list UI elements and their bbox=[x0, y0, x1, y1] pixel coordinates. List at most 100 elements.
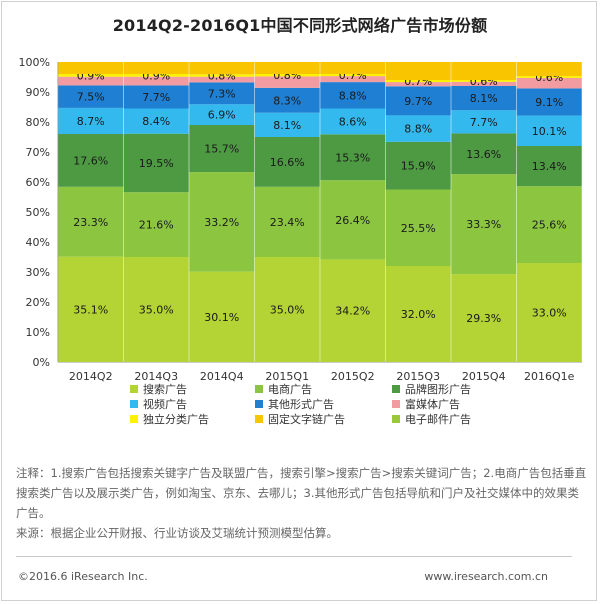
data-label: 21.6% bbox=[139, 219, 174, 232]
bar-segment bbox=[123, 85, 189, 109]
bar-segment bbox=[58, 186, 124, 257]
x-tick-label: 2014Q4 bbox=[200, 370, 244, 383]
bar-segment bbox=[58, 107, 124, 134]
bar-segment bbox=[254, 74, 320, 77]
data-label: 8.4% bbox=[142, 115, 170, 128]
notes-annotation: 注释：1.搜索广告包括搜索关键字广告及联盟广告，搜索引擎>搜索广告>搜索关键词广… bbox=[16, 466, 587, 520]
bar-segment bbox=[516, 77, 582, 89]
y-tick-label: 50% bbox=[26, 206, 50, 219]
chart-title: 2014Q2-2016Q1中国不同形式网络广告市场份额 bbox=[112, 16, 488, 35]
data-label: 8.1% bbox=[273, 119, 301, 132]
x-tick-label: 2014Q3 bbox=[134, 370, 178, 383]
x-tick-label: 2015Q1 bbox=[265, 370, 309, 383]
x-tick-label: 2015Q4 bbox=[462, 370, 506, 383]
data-label: 9.7% bbox=[404, 95, 432, 108]
bar-segment bbox=[189, 74, 255, 77]
stacked-bar-chart: 0% 10% 20% 30% 40% 50% 60% 70% 80% 90% 100% 35.1% 23… bbox=[19, 56, 582, 426]
bar-segment bbox=[516, 76, 582, 78]
bar-segment bbox=[451, 86, 517, 111]
bar-segment bbox=[189, 104, 255, 125]
bar-segment bbox=[320, 62, 386, 74]
data-label: 30.1% bbox=[204, 311, 239, 324]
bar-segment bbox=[451, 133, 517, 175]
legend-swatch bbox=[255, 385, 263, 393]
data-label: 16.6% bbox=[270, 156, 305, 169]
bar-segment bbox=[123, 74, 189, 77]
bar-segment bbox=[254, 257, 320, 362]
data-label: 8.8% bbox=[404, 123, 432, 136]
legend-swatch bbox=[130, 415, 138, 423]
y-tick-label: 100% bbox=[19, 56, 50, 69]
data-label: 26.4% bbox=[335, 214, 370, 227]
bar-segment bbox=[385, 141, 451, 190]
data-label: 7.7% bbox=[142, 91, 170, 104]
data-label: 15.3% bbox=[335, 151, 370, 164]
bar-segment bbox=[123, 257, 189, 362]
legend-swatch bbox=[130, 400, 138, 408]
bar-segment bbox=[385, 115, 451, 142]
data-label: 35.0% bbox=[270, 304, 305, 317]
data-label: 33.0% bbox=[532, 307, 567, 320]
x-tick-label: 2016Q1e bbox=[524, 370, 575, 383]
bar-segment bbox=[123, 133, 189, 193]
bar-segment bbox=[254, 112, 320, 137]
legend-label: 电商广告 bbox=[268, 382, 312, 396]
x-tick-label: 2015Q3 bbox=[396, 370, 440, 383]
bar-segment bbox=[189, 172, 255, 272]
bar-segment bbox=[516, 88, 582, 116]
data-label: 15.9% bbox=[401, 160, 436, 173]
legend-label: 固定文字链广告 bbox=[268, 412, 345, 426]
notes-source: 来源：根据企业公开财报、行业访谈及艾瑞统计预测模型估算。 bbox=[16, 526, 338, 540]
data-label: 17.6% bbox=[73, 154, 108, 167]
legend-swatch bbox=[130, 385, 138, 393]
bar-segment bbox=[320, 76, 386, 83]
bar-segment bbox=[385, 189, 451, 266]
bar-segment bbox=[123, 108, 189, 134]
data-label: 7.5% bbox=[77, 91, 105, 104]
bar-segment bbox=[451, 80, 517, 82]
bar-segment bbox=[451, 62, 517, 80]
bar-segment bbox=[320, 82, 386, 109]
y-tick-label: 0% bbox=[33, 356, 50, 369]
data-label: 8.6% bbox=[339, 115, 367, 128]
bar-segment bbox=[451, 174, 517, 275]
bar-segment bbox=[189, 62, 255, 75]
legend-swatch bbox=[255, 400, 263, 408]
data-label: 13.6% bbox=[466, 148, 501, 161]
data-label: 6.9% bbox=[208, 109, 236, 122]
legend-label: 品牌图形广告 bbox=[405, 382, 471, 396]
bar-segment bbox=[254, 137, 320, 187]
footer-website: www.iresearch.com.cn bbox=[424, 570, 548, 583]
y-tick-label: 70% bbox=[26, 146, 50, 159]
data-label: 25.5% bbox=[401, 222, 436, 235]
bar-segment bbox=[516, 186, 582, 263]
bar-segment bbox=[385, 82, 451, 87]
data-label: 8.8% bbox=[339, 89, 367, 102]
bar-segment bbox=[385, 86, 451, 116]
data-label: 35.0% bbox=[139, 304, 174, 317]
data-label: 25.6% bbox=[532, 219, 567, 232]
bar-segment bbox=[451, 110, 517, 134]
legend-label: 富媒体广告 bbox=[405, 397, 460, 411]
data-label: 10.1% bbox=[532, 125, 567, 138]
legend-label: 搜索广告 bbox=[143, 382, 187, 396]
bar-segment bbox=[385, 266, 451, 362]
bar-segment bbox=[189, 82, 255, 105]
legend-label: 独立分类广告 bbox=[143, 412, 209, 426]
legend-swatch bbox=[392, 415, 400, 423]
y-tick-label: 90% bbox=[26, 86, 50, 99]
data-label: 8.3% bbox=[273, 94, 301, 107]
bar-segment bbox=[123, 192, 189, 257]
data-label: 23.3% bbox=[73, 216, 108, 229]
bar-segment bbox=[189, 125, 255, 173]
bar-segment bbox=[451, 81, 517, 86]
bar-segment bbox=[254, 186, 320, 257]
footer-copyright: ©2016.6 iResearch Inc. bbox=[18, 570, 148, 583]
y-tick-label: 20% bbox=[26, 296, 50, 309]
data-label: 35.1% bbox=[73, 303, 108, 316]
legend-swatch bbox=[392, 385, 400, 393]
y-tick-label: 60% bbox=[26, 176, 50, 189]
bar-segment bbox=[320, 259, 386, 362]
bar-segment bbox=[58, 76, 124, 86]
x-tick-label: 2015Q2 bbox=[331, 370, 375, 383]
